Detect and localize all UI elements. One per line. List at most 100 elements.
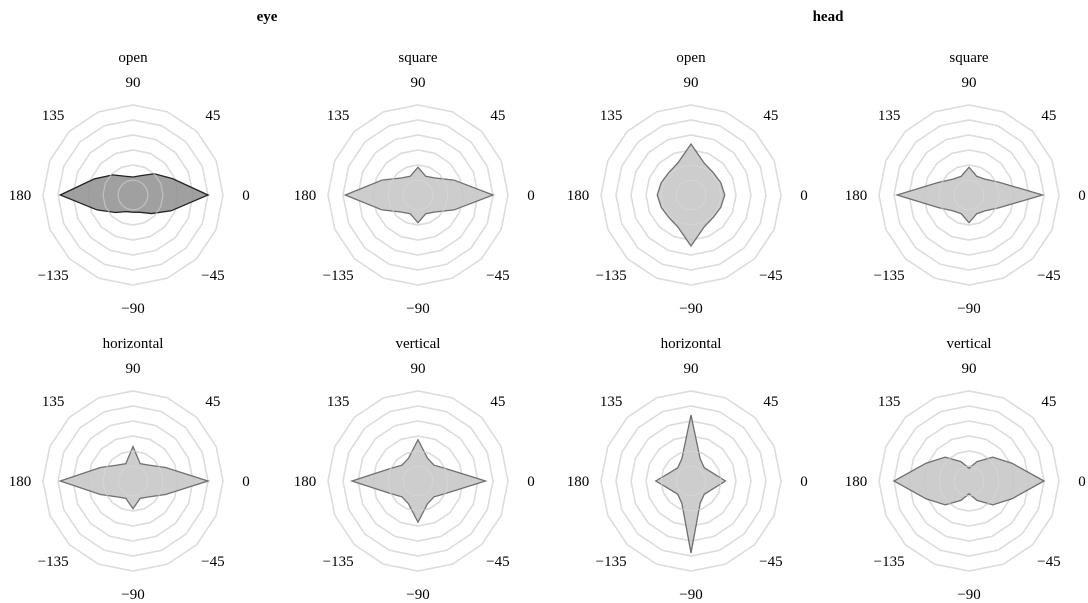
angle-label: 0 [527, 188, 535, 204]
grid-ring [327, 104, 509, 286]
angle-label: 180 [9, 474, 32, 490]
angle-label: 90 [684, 361, 699, 377]
grid-ring-overlay [387, 450, 449, 512]
angle-label: 0 [242, 474, 250, 490]
angle-label: 90 [962, 75, 977, 91]
data-polygon [349, 438, 488, 524]
panel-title: open [676, 50, 706, 66]
angle-label: 180 [845, 188, 868, 204]
angle-label: −45 [1037, 554, 1060, 570]
angle-label: 180 [294, 474, 317, 490]
grid-ring-overlay [938, 164, 1000, 226]
grid-ring [645, 435, 737, 527]
angle-label: −90 [406, 301, 429, 317]
angle-label: 45 [205, 394, 220, 410]
angle-label: 135 [878, 394, 901, 410]
angle-label: −90 [406, 587, 429, 603]
grid-ring [630, 420, 752, 542]
grid-ring [42, 390, 224, 572]
angle-label: 0 [1078, 474, 1086, 490]
panel-title: vertical [947, 336, 992, 352]
angle-label: 135 [42, 394, 65, 410]
group-title-eye: eye [257, 9, 278, 25]
data-polygon [892, 456, 1046, 506]
radar-panels: open 0 45 90 135 180 −135 −90 −45 square 0 45 90 135 1… [9, 50, 1086, 603]
radar-panel-eye-horizontal: horizontal 0 45 90 135 180 −135 −90 −45 [9, 336, 250, 603]
grid-ring [615, 119, 767, 271]
grid-ring-overlay [102, 164, 164, 226]
grid-ring [600, 104, 782, 286]
radar-panel-head-horizontal: horizontal 0 45 90 135 180 −135 −90 −45 [567, 336, 808, 603]
data-polygon [58, 173, 210, 215]
angle-label: −135 [874, 554, 905, 570]
panel-title: square [949, 50, 988, 66]
data-polygon [656, 142, 726, 248]
angle-label: 90 [126, 361, 141, 377]
grid-ring-overlay [402, 465, 434, 497]
angle-label: 0 [242, 188, 250, 204]
angle-label: 135 [42, 108, 65, 124]
angle-label: −45 [759, 554, 782, 570]
angle-label: 45 [763, 394, 778, 410]
grid-ring-overlay [117, 465, 149, 497]
angle-label: 45 [205, 108, 220, 124]
grid-ring-overlay [117, 179, 149, 211]
angle-label: −90 [957, 301, 980, 317]
radar-panel-eye-square: square 0 45 90 135 180 −135 −90 −45 [294, 50, 535, 317]
angle-label: −90 [121, 587, 144, 603]
angle-label: −135 [596, 554, 627, 570]
angle-label: −90 [679, 587, 702, 603]
angle-label: 90 [126, 75, 141, 91]
angle-label: 45 [490, 394, 505, 410]
angle-label: −135 [323, 268, 354, 284]
angle-label: 0 [800, 188, 808, 204]
panel-title: vertical [396, 336, 441, 352]
grid-ring-overlay [102, 450, 164, 512]
grid-ring-overlay [660, 164, 722, 226]
angle-label: −90 [679, 301, 702, 317]
angle-label: −135 [38, 268, 69, 284]
angle-label: 45 [1041, 108, 1056, 124]
panel-title: horizontal [103, 336, 164, 352]
radar-panel-eye-vertical: vertical 0 45 90 135 180 −135 −90 −45 [294, 336, 535, 603]
grid-ring [615, 405, 767, 557]
panel-title: open [118, 50, 148, 66]
angle-label: −90 [121, 301, 144, 317]
angle-label: 135 [327, 394, 350, 410]
grid-ring-overlay [675, 465, 707, 497]
angle-label: −45 [201, 554, 224, 570]
angle-label: −45 [486, 268, 509, 284]
grid-ring [42, 104, 224, 286]
angle-label: 45 [763, 108, 778, 124]
grid-ring [600, 390, 782, 572]
angle-label: −135 [38, 554, 69, 570]
angle-label: −45 [201, 268, 224, 284]
grid-ring-overlay [953, 179, 985, 211]
angle-label: 90 [962, 361, 977, 377]
angle-label: −45 [486, 554, 509, 570]
angle-label: 180 [294, 188, 317, 204]
grid-ring [878, 104, 1060, 286]
angle-label: −45 [1037, 268, 1060, 284]
grid-ring [342, 405, 494, 557]
grid-ring [57, 119, 209, 271]
angle-label: −90 [957, 587, 980, 603]
angle-label: 180 [567, 474, 590, 490]
angle-label: 45 [1041, 394, 1056, 410]
radar-panel-head-open: open 0 45 90 135 180 −135 −90 −45 [567, 50, 808, 317]
data-polygon [343, 166, 495, 224]
angle-label: 45 [490, 108, 505, 124]
grid-ring-overlay [953, 465, 985, 497]
grid-ring [327, 390, 509, 572]
panel-title: square [398, 50, 437, 66]
panel-title: horizontal [661, 336, 722, 352]
angle-label: −135 [596, 268, 627, 284]
angle-label: 0 [527, 474, 535, 490]
grid-ring [630, 134, 752, 256]
grid-ring-overlay [402, 179, 434, 211]
group-title-head: head [813, 9, 845, 25]
grid-ring [893, 119, 1045, 271]
data-polygon [894, 166, 1045, 224]
angle-label: −45 [759, 268, 782, 284]
